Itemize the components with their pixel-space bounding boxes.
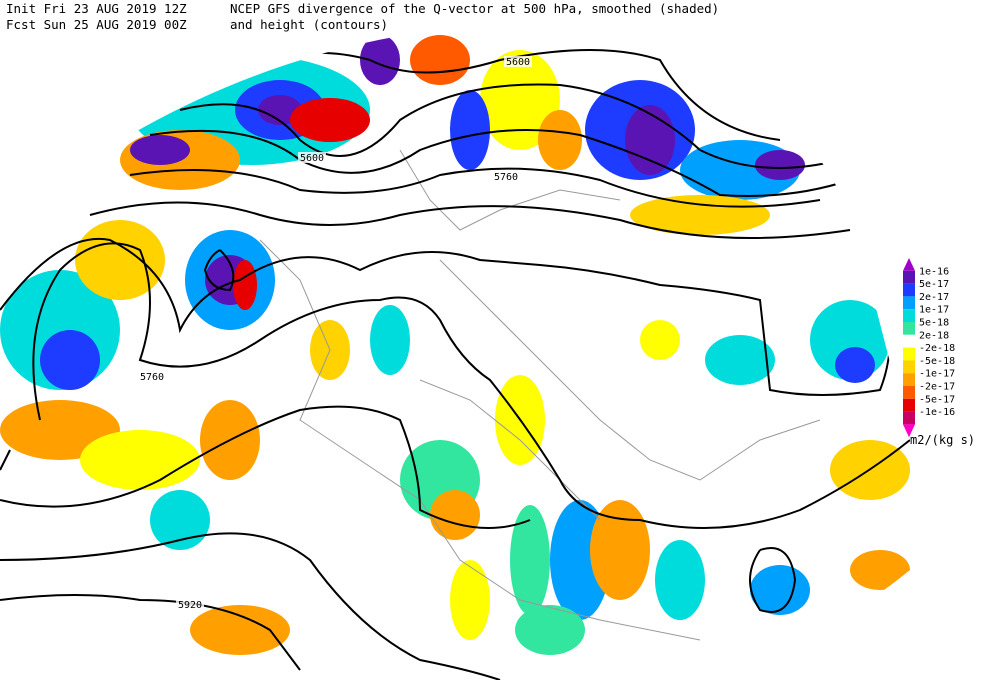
- colorbar-label: -5e-18: [919, 356, 955, 367]
- colorbar-segment: [903, 322, 915, 335]
- map-title: NCEP GFS divergence of the Q-vector at 5…: [230, 1, 719, 16]
- colorbar-segment: [903, 360, 915, 374]
- colorbar-segment: [903, 296, 915, 310]
- contour-label-bg: [176, 599, 204, 610]
- height-contours: [0, 49, 910, 680]
- contour-label: 5760: [140, 372, 164, 383]
- contour-label: 5760: [494, 172, 518, 183]
- colorbar-segment: [903, 411, 915, 425]
- forecast-time: Fcst Sun 25 AUG 2019 00Z: [6, 17, 187, 32]
- colorbar-segment: [903, 373, 915, 386]
- colorbar-segment: [903, 386, 915, 399]
- country-borders: [259, 149, 821, 641]
- colorbar-segment: [903, 283, 915, 297]
- init-time: Init Fri 23 AUG 2019 12Z: [6, 1, 187, 16]
- colorbar-arrow: [903, 258, 915, 271]
- colorbar-segment: [903, 334, 915, 348]
- contour-label: 5600: [506, 57, 530, 68]
- colorbar-label: 1e-16: [919, 266, 949, 277]
- colorbar-arrow: [903, 424, 915, 438]
- contour-label: 5920: [178, 600, 202, 611]
- colorbar-label: 2e-18: [919, 330, 949, 341]
- contour-label-bg: [492, 171, 520, 182]
- colorbar-unit: m2/(kg s): [910, 433, 975, 447]
- contour-label: 5600: [300, 153, 324, 164]
- colorbar-label: 5e-17: [919, 279, 949, 290]
- contour-label-bg: [138, 371, 166, 382]
- colorbar-label: 2e-17: [919, 292, 949, 303]
- colorbar-segment: [903, 270, 915, 284]
- colorbar-label: -1e-16: [919, 407, 955, 418]
- contour-label-bg: [298, 152, 326, 163]
- colorbar-label: 5e-18: [919, 318, 949, 329]
- colorbar-segment: [903, 398, 915, 412]
- contour-label-bg: [504, 56, 532, 67]
- colorbar-label: -1e-17: [919, 369, 955, 380]
- colorbar-label: -5e-17: [919, 394, 955, 405]
- colorbar-label: -2e-18: [919, 343, 955, 354]
- colorbar-label: -2e-17: [919, 382, 955, 393]
- colorbar-segment: [903, 347, 915, 361]
- colorbar-label: 1e-17: [919, 305, 949, 316]
- shading-blobs: [0, 35, 910, 655]
- map-subtitle: and height (contours): [230, 17, 388, 32]
- colorbar-segment: [903, 309, 915, 322]
